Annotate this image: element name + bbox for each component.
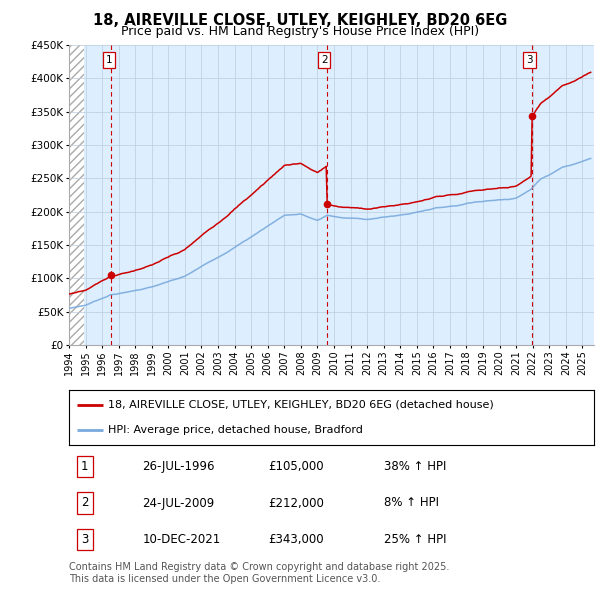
Text: 3: 3 <box>81 533 88 546</box>
Text: 18, AIREVILLE CLOSE, UTLEY, KEIGHLEY, BD20 6EG: 18, AIREVILLE CLOSE, UTLEY, KEIGHLEY, BD… <box>93 13 507 28</box>
Text: 2: 2 <box>321 55 328 65</box>
Text: 3: 3 <box>526 55 533 65</box>
Text: 25% ↑ HPI: 25% ↑ HPI <box>384 533 446 546</box>
Text: Contains HM Land Registry data © Crown copyright and database right 2025.
This d: Contains HM Land Registry data © Crown c… <box>69 562 449 584</box>
Text: £343,000: £343,000 <box>269 533 324 546</box>
Text: HPI: Average price, detached house, Bradford: HPI: Average price, detached house, Brad… <box>109 425 363 435</box>
Bar <box>69 45 84 345</box>
Text: 10-DEC-2021: 10-DEC-2021 <box>143 533 221 546</box>
Text: 18, AIREVILLE CLOSE, UTLEY, KEIGHLEY, BD20 6EG (detached house): 18, AIREVILLE CLOSE, UTLEY, KEIGHLEY, BD… <box>109 400 494 410</box>
Text: £212,000: £212,000 <box>269 497 325 510</box>
Text: 38% ↑ HPI: 38% ↑ HPI <box>384 460 446 473</box>
Text: Price paid vs. HM Land Registry's House Price Index (HPI): Price paid vs. HM Land Registry's House … <box>121 25 479 38</box>
Text: 26-JUL-1996: 26-JUL-1996 <box>143 460 215 473</box>
Text: 1: 1 <box>106 55 112 65</box>
Text: 1: 1 <box>81 460 89 473</box>
Text: £105,000: £105,000 <box>269 460 324 473</box>
Text: 24-JUL-2009: 24-JUL-2009 <box>143 497 215 510</box>
Text: 8% ↑ HPI: 8% ↑ HPI <box>384 497 439 510</box>
Text: 2: 2 <box>81 497 89 510</box>
